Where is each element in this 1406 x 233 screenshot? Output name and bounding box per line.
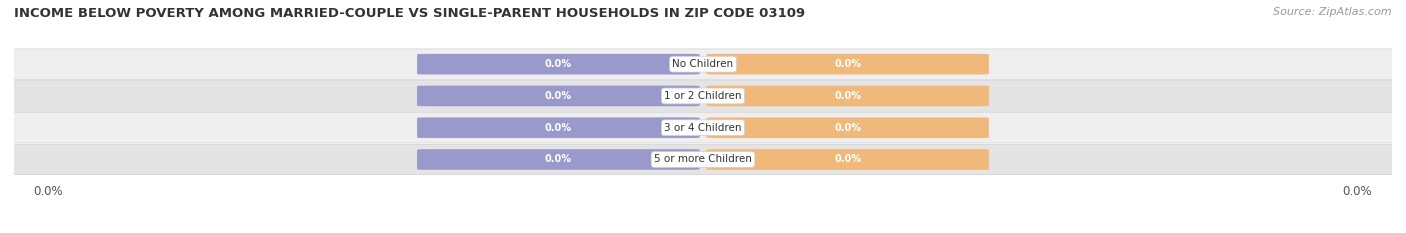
Text: 0.0%: 0.0% [544,123,572,133]
Text: 1 or 2 Children: 1 or 2 Children [664,91,742,101]
Text: 0.0%: 0.0% [544,154,572,164]
FancyBboxPatch shape [418,149,700,170]
FancyBboxPatch shape [706,149,988,170]
FancyBboxPatch shape [0,144,1406,175]
FancyBboxPatch shape [0,81,1406,111]
Text: 0.0%: 0.0% [834,59,862,69]
FancyBboxPatch shape [418,54,700,75]
Text: 5 or more Children: 5 or more Children [654,154,752,164]
Text: INCOME BELOW POVERTY AMONG MARRIED-COUPLE VS SINGLE-PARENT HOUSEHOLDS IN ZIP COD: INCOME BELOW POVERTY AMONG MARRIED-COUPL… [14,7,806,20]
FancyBboxPatch shape [418,117,700,138]
Text: 3 or 4 Children: 3 or 4 Children [664,123,742,133]
FancyBboxPatch shape [0,49,1406,79]
Text: 0.0%: 0.0% [544,91,572,101]
Text: Source: ZipAtlas.com: Source: ZipAtlas.com [1274,7,1392,17]
Text: 0.0%: 0.0% [544,59,572,69]
FancyBboxPatch shape [0,113,1406,143]
Text: No Children: No Children [672,59,734,69]
FancyBboxPatch shape [706,54,988,75]
FancyBboxPatch shape [418,86,700,106]
FancyBboxPatch shape [706,86,988,106]
FancyBboxPatch shape [706,117,988,138]
Text: 0.0%: 0.0% [834,154,862,164]
Text: 0.0%: 0.0% [834,123,862,133]
Text: 0.0%: 0.0% [834,91,862,101]
